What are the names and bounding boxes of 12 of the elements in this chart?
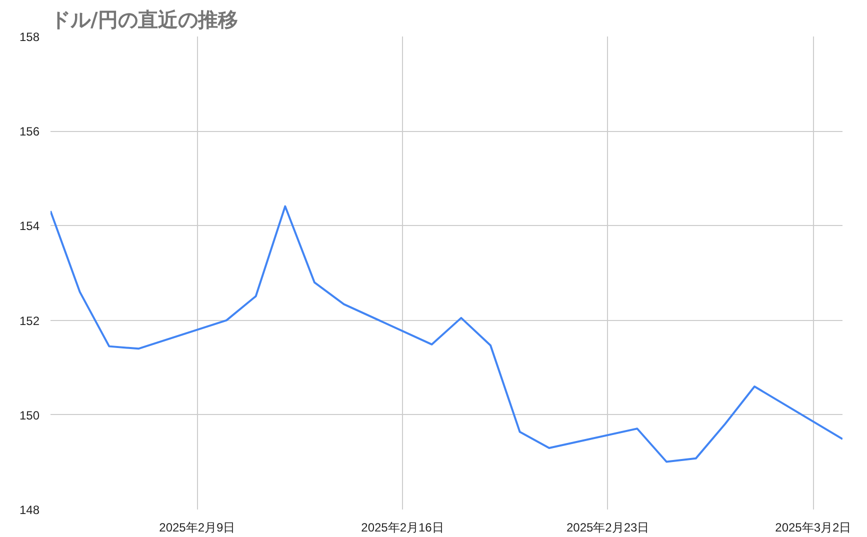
chart-title: ドル/円の直近の推移 bbox=[50, 8, 238, 32]
x-tick-label: 2025年2月16日 bbox=[361, 520, 444, 534]
y-tick-label: 156 bbox=[19, 124, 40, 139]
y-tick-label: 152 bbox=[19, 314, 40, 328]
y-tick-label: 148 bbox=[19, 503, 40, 517]
x-tick-label: 2025年2月23日 bbox=[566, 520, 650, 534]
y-tick-label: 150 bbox=[19, 408, 40, 422]
x-tick-label: 2025年2月9日 bbox=[159, 520, 236, 534]
y-tick-label: 158 bbox=[19, 30, 40, 44]
x-tick-label: 2025年3月2日 bbox=[775, 520, 852, 534]
y-tick-label: 154 bbox=[19, 219, 40, 234]
line-series bbox=[50, 205, 842, 463]
